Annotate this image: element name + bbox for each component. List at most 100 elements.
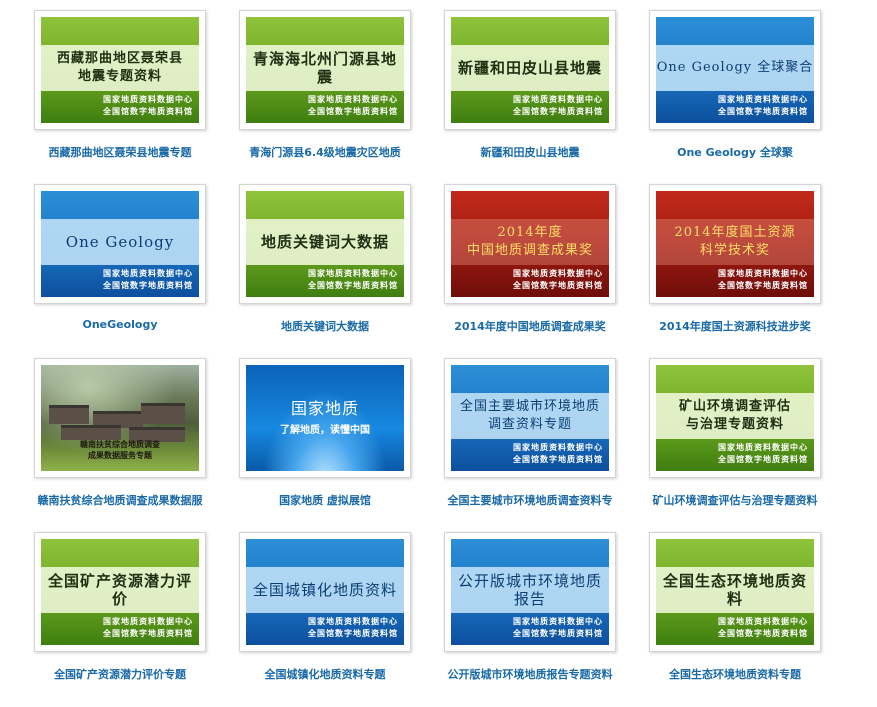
- footer-line-1: 国家地质资料数据中心: [308, 268, 398, 278]
- thumbnail-frame[interactable]: 新疆和田皮山县地震 国家地质资料数据中心 全国馆数字地质资料馆: [444, 10, 616, 130]
- topic-link[interactable]: 2014年度国土资源科技进步奖: [659, 320, 811, 333]
- thumbnail-frame[interactable]: 西藏那曲地区聂荣县 地震专题资料 国家地质资料数据中心 全国馆数字地质资料馆: [34, 10, 206, 130]
- thumbnail-title: 青海海北州门源县地震: [246, 45, 404, 91]
- thumbnail-footer: 国家地质资料数据中心 全国馆数字地质资料馆: [103, 93, 193, 117]
- thumbnail-image[interactable]: 赣南扶贫综合地质调查 成果数据服务专题: [41, 365, 199, 471]
- topic-card[interactable]: 地质关键词大数据 国家地质资料数据中心 全国馆数字地质资料馆地质关键词大数据: [239, 184, 411, 349]
- topic-card[interactable]: 2014年度国土资源 科学技术奖 国家地质资料数据中心 全国馆数字地质资料馆 2014…: [649, 184, 821, 349]
- thumbnail-image[interactable]: 青海海北州门源县地震 国家地质资料数据中心 全国馆数字地质资料馆: [246, 17, 404, 123]
- thumbnail-title: 西藏那曲地区聂荣县 地震专题资料: [41, 45, 199, 91]
- footer-line-1: 国家地质资料数据中心: [103, 616, 193, 626]
- topic-card[interactable]: 公开版城市环境地质报告 国家地质资料数据中心 全国馆数字地质资料馆 公开版城市环境地质…: [444, 532, 616, 697]
- thumbnail-frame[interactable]: One Geology 全球聚合 国家地质资料数据中心 全国馆数字地质资料馆: [649, 10, 821, 130]
- topic-link[interactable]: 新疆和田皮山县地震: [480, 146, 580, 159]
- thumbnail-title: 全国城镇化地质资料: [246, 567, 404, 613]
- thumbnail-title: 赣南扶贫综合地质调查 成果数据服务专题: [80, 439, 160, 460]
- topic-card[interactable]: 全国生态环境地质资料 国家地质资料数据中心 全国馆数字地质资料馆 全国生态环境地质资料…: [649, 532, 821, 697]
- topic-link[interactable]: OneGeology: [82, 318, 158, 331]
- thumbnail-footer: 国家地质资料数据中心 全国馆数字地质资料馆: [513, 441, 603, 465]
- topic-link[interactable]: 全国城镇化地质资料专题: [264, 668, 386, 681]
- thumbnail-frame[interactable]: 全国主要城市环境地质 调查资料专题 国家地质资料数据中心 全国馆数字地质资料馆: [444, 358, 616, 478]
- topic-card[interactable]: 全国矿产资源潜力评价 国家地质资料数据中心 全国馆数字地质资料馆全国矿产资源潜力评价…: [34, 532, 206, 697]
- thumbnail-image[interactable]: 2014年度国土资源 科学技术奖 国家地质资料数据中心 全国馆数字地质资料馆: [656, 191, 814, 297]
- footer-line-2: 全国馆数字地质资料馆: [103, 628, 193, 638]
- thumbnail-title: 矿山环境调查评估 与治理专题资料: [656, 393, 814, 439]
- thumbnail-frame[interactable]: 地质关键词大数据 国家地质资料数据中心 全国馆数字地质资料馆: [239, 184, 411, 304]
- thumbnail-image[interactable]: 新疆和田皮山县地震 国家地质资料数据中心 全国馆数字地质资料馆: [451, 17, 609, 123]
- thumbnail-image[interactable]: One Geology 国家地质资料数据中心 全国馆数字地质资料馆: [41, 191, 199, 297]
- thumbnail-footer: 国家地质资料数据中心 全国馆数字地质资料馆: [718, 93, 808, 117]
- thumbnail-image[interactable]: 2014年度 中国地质调查成果奖 国家地质资料数据中心 全国馆数字地质资料馆: [451, 191, 609, 297]
- thumbnail-footer: 国家地质资料数据中心 全国馆数字地质资料馆: [718, 267, 808, 291]
- thumbnail-frame[interactable]: One Geology 国家地质资料数据中心 全国馆数字地质资料馆: [34, 184, 206, 304]
- thumbnail-image[interactable]: 矿山环境调查评估 与治理专题资料 国家地质资料数据中心 全国馆数字地质资料馆: [656, 365, 814, 471]
- topic-link[interactable]: 地质关键词大数据: [281, 320, 369, 333]
- thumbnail-frame[interactable]: 赣南扶贫综合地质调查 成果数据服务专题: [34, 358, 206, 478]
- thumbnail-footer: 国家地质资料数据中心 全国馆数字地质资料馆: [103, 267, 193, 291]
- thumbnail-image[interactable]: 西藏那曲地区聂荣县 地震专题资料 国家地质资料数据中心 全国馆数字地质资料馆: [41, 17, 199, 123]
- topic-card[interactable]: 国家地质 了解地质，读懂中国国家地质 虚拟展馆: [239, 358, 411, 523]
- thumbnail-footer: 国家地质资料数据中心 全国馆数字地质资料馆: [308, 93, 398, 117]
- topic-link[interactable]: One Geology 全球聚: [677, 146, 793, 159]
- house-shape: [49, 405, 89, 424]
- topic-card[interactable]: 全国城镇化地质资料 国家地质资料数据中心 全国馆数字地质资料馆全国城镇化地质资料专题: [239, 532, 411, 697]
- topic-link[interactable]: 国家地质 虚拟展馆: [279, 494, 371, 507]
- thumbnail-image[interactable]: 全国主要城市环境地质 调查资料专题 国家地质资料数据中心 全国馆数字地质资料馆: [451, 365, 609, 471]
- topic-card[interactable]: 青海海北州门源县地震 国家地质资料数据中心 全国馆数字地质资料馆青海门源县6.4级地…: [239, 10, 411, 175]
- thumbnail-image[interactable]: One Geology 全球聚合 国家地质资料数据中心 全国馆数字地质资料馆: [656, 17, 814, 123]
- thumbnail-image[interactable]: 全国生态环境地质资料 国家地质资料数据中心 全国馆数字地质资料馆: [656, 539, 814, 645]
- topic-card[interactable]: 赣南扶贫综合地质调查 成果数据服务专题赣南扶贫综合地质调查成果数据服: [34, 358, 206, 523]
- thumbnail-footer: 国家地质资料数据中心 全国馆数字地质资料馆: [718, 441, 808, 465]
- thumbnail-image[interactable]: 全国矿产资源潜力评价 国家地质资料数据中心 全国馆数字地质资料馆: [41, 539, 199, 645]
- thumbnail-title: 2014年度 中国地质调查成果奖: [451, 219, 609, 265]
- footer-line-1: 国家地质资料数据中心: [513, 442, 603, 452]
- footer-line-2: 全国馆数字地质资料馆: [513, 628, 603, 638]
- thumbnail-footer: 国家地质资料数据中心 全国馆数字地质资料馆: [103, 615, 193, 639]
- thumbnail-frame[interactable]: 公开版城市环境地质报告 国家地质资料数据中心 全国馆数字地质资料馆: [444, 532, 616, 652]
- footer-line-1: 国家地质资料数据中心: [513, 268, 603, 278]
- thumbnail-title: 全国主要城市环境地质 调查资料专题: [451, 393, 609, 439]
- topic-link[interactable]: 全国矿产资源潜力评价专题: [54, 668, 186, 681]
- thumbnail-title: 公开版城市环境地质报告: [451, 567, 609, 613]
- thumbnail-frame[interactable]: 2014年度 中国地质调查成果奖 国家地质资料数据中心 全国馆数字地质资料馆: [444, 184, 616, 304]
- topic-card[interactable]: One Geology 全球聚合 国家地质资料数据中心 全国馆数字地质资料馆 One …: [649, 10, 821, 175]
- thumbnail-image[interactable]: 国家地质 了解地质，读懂中国: [246, 365, 404, 471]
- topic-card[interactable]: 2014年度 中国地质调查成果奖 国家地质资料数据中心 全国馆数字地质资料馆 2014…: [444, 184, 616, 349]
- thumbnail-frame[interactable]: 国家地质 了解地质，读懂中国: [239, 358, 411, 478]
- thumbnail-image[interactable]: 全国城镇化地质资料 国家地质资料数据中心 全国馆数字地质资料馆: [246, 539, 404, 645]
- footer-line-2: 全国馆数字地质资料馆: [103, 280, 193, 290]
- topic-link[interactable]: 公开版城市环境地质报告专题资料: [447, 668, 613, 681]
- footer-line-1: 国家地质资料数据中心: [513, 94, 603, 104]
- topic-link[interactable]: 全国生态环境地质资料专题: [669, 668, 801, 681]
- topic-link[interactable]: 青海门源县6.4级地震灾区地质: [249, 146, 401, 159]
- topic-link[interactable]: 2014年度中国地质调查成果奖: [454, 320, 606, 333]
- topic-link[interactable]: 赣南扶贫综合地质调查成果数据服: [37, 494, 203, 507]
- footer-line-2: 全国馆数字地质资料馆: [103, 106, 193, 116]
- topic-link[interactable]: 全国主要城市环境地质调查资料专: [447, 494, 613, 507]
- topic-card[interactable]: 新疆和田皮山县地震 国家地质资料数据中心 全国馆数字地质资料馆新疆和田皮山县地震: [444, 10, 616, 175]
- thumbnail-frame[interactable]: 全国生态环境地质资料 国家地质资料数据中心 全国馆数字地质资料馆: [649, 532, 821, 652]
- topic-link[interactable]: 西藏那曲地区聂荣县地震专题: [48, 146, 192, 159]
- thumbnail-title: 2014年度国土资源 科学技术奖: [656, 219, 814, 265]
- thumbnail-title: 国家地质: [290, 399, 359, 418]
- thumbnail-frame[interactable]: 全国矿产资源潜力评价 国家地质资料数据中心 全国馆数字地质资料馆: [34, 532, 206, 652]
- house-shape: [141, 403, 185, 424]
- topic-card[interactable]: 西藏那曲地区聂荣县 地震专题资料 国家地质资料数据中心 全国馆数字地质资料馆 西藏那曲…: [34, 10, 206, 175]
- topic-card[interactable]: 矿山环境调查评估 与治理专题资料 国家地质资料数据中心 全国馆数字地质资料馆 矿山环境…: [649, 358, 821, 523]
- thumbnail-frame[interactable]: 全国城镇化地质资料 国家地质资料数据中心 全国馆数字地质资料馆: [239, 532, 411, 652]
- thumbnail-image[interactable]: 地质关键词大数据 国家地质资料数据中心 全国馆数字地质资料馆: [246, 191, 404, 297]
- footer-line-2: 全国馆数字地质资料馆: [718, 628, 808, 638]
- thumbnail-title: 全国生态环境地质资料: [656, 567, 814, 613]
- thumbnail-frame[interactable]: 青海海北州门源县地震 国家地质资料数据中心 全国馆数字地质资料馆: [239, 10, 411, 130]
- footer-line-2: 全国馆数字地质资料馆: [308, 280, 398, 290]
- topic-link[interactable]: 矿山环境调查评估与治理专题资料: [652, 494, 818, 507]
- thumbnail-image[interactable]: 公开版城市环境地质报告 国家地质资料数据中心 全国馆数字地质资料馆: [451, 539, 609, 645]
- footer-line-2: 全国馆数字地质资料馆: [513, 106, 603, 116]
- thumbnail-frame[interactable]: 矿山环境调查评估 与治理专题资料 国家地质资料数据中心 全国馆数字地质资料馆: [649, 358, 821, 478]
- topic-card[interactable]: 全国主要城市环境地质 调查资料专题 国家地质资料数据中心 全国馆数字地质资料馆 全国主…: [444, 358, 616, 523]
- house-shape: [93, 411, 143, 428]
- thumbnail-footer: 国家地质资料数据中心 全国馆数字地质资料馆: [513, 615, 603, 639]
- topic-card[interactable]: One Geology 国家地质资料数据中心 全国馆数字地质资料馆 OneGeolog…: [34, 184, 206, 349]
- thumbnail-frame[interactable]: 2014年度国土资源 科学技术奖 国家地质资料数据中心 全国馆数字地质资料馆: [649, 184, 821, 304]
- thumbnail-title: One Geology 全球聚合: [656, 45, 814, 91]
